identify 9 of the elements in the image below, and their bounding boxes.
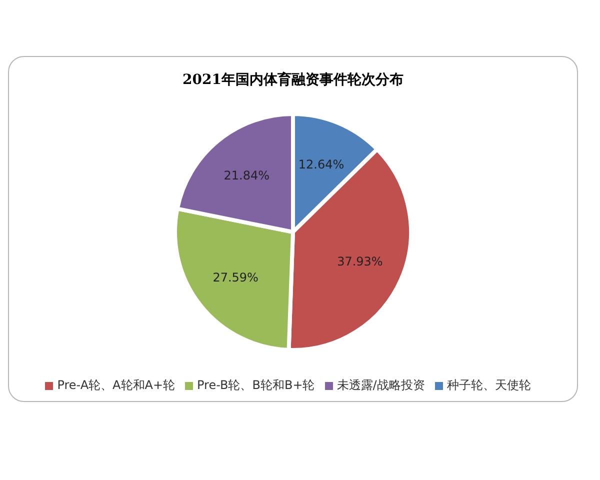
chart-title: 2021年国内体育融资事件轮次分布 xyxy=(182,70,404,90)
data-label: 37.93% xyxy=(337,254,383,268)
data-label: 21.84% xyxy=(224,168,270,182)
data-label: 27.59% xyxy=(212,270,258,284)
legend-label: 未透露/战略投资 xyxy=(336,378,425,392)
data-label: 12.64% xyxy=(298,158,344,172)
legend-label: Pre-B轮、B轮和B+轮 xyxy=(197,378,315,392)
legend-label: Pre-A轮、A轮和A+轮 xyxy=(57,378,176,392)
legend-label: 种子轮、天使轮 xyxy=(446,378,531,392)
